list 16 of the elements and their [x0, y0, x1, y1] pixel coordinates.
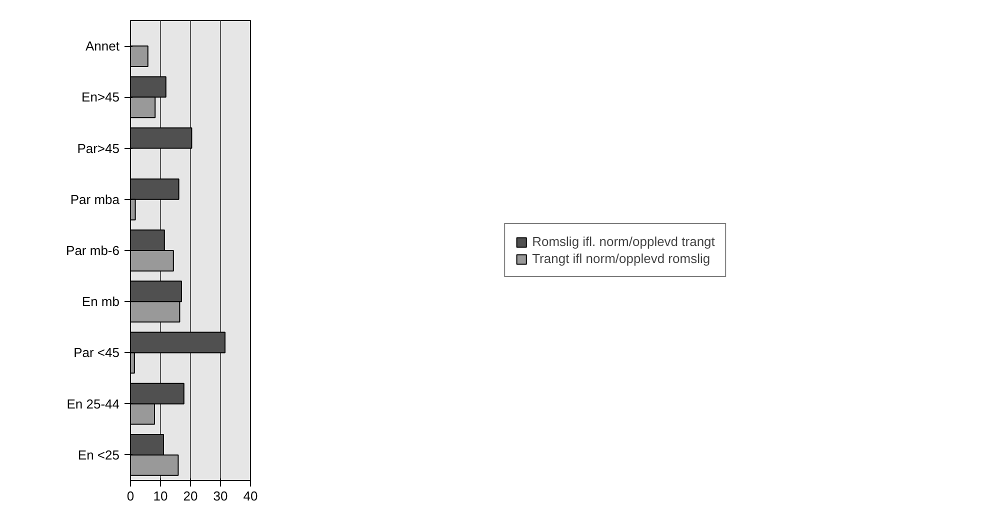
x-tick-label: 0	[126, 488, 134, 504]
x-tick-label: 30	[213, 488, 228, 504]
x-tick-label: 40	[243, 488, 258, 504]
y-tick-label: Par mba	[70, 192, 120, 207]
y-tick-label: Par>45	[77, 140, 120, 156]
y-tick-label: Par mb-6	[66, 243, 120, 258]
y-tick-label: En 25-44	[66, 396, 120, 412]
legend-label: Trangt ifl norm/opplevd romslig	[532, 251, 710, 266]
x-tick-label: 20	[183, 488, 198, 504]
y-tick-label: En>45	[82, 90, 120, 105]
legend-label: Romslig ifl. norm/opplevd trangt	[532, 234, 715, 249]
y-tick-label: Par <45	[74, 345, 120, 360]
y-tick-label: En mb	[82, 294, 120, 310]
y-tick-label: Annet	[86, 38, 120, 54]
x-tick-label: 10	[153, 488, 168, 504]
y-tick-label: En <25	[78, 447, 120, 462]
